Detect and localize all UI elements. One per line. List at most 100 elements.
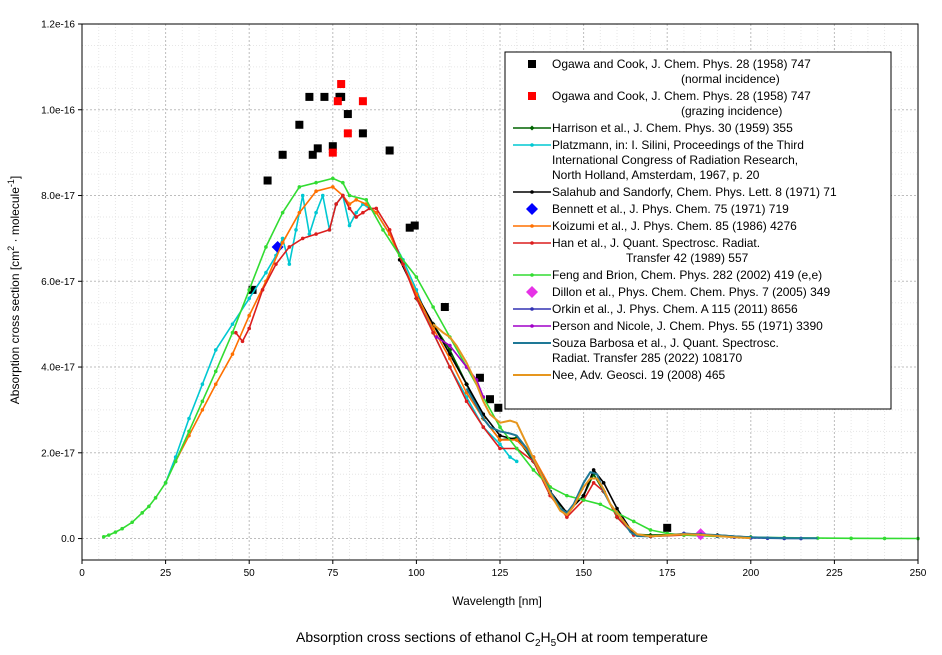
legend-entry-souza: Souza Barbosa et al., J. Quant. Spectros…: [513, 336, 779, 365]
data-point-koizumi: [200, 408, 205, 412]
legend-label-continued: (grazing incidence): [681, 104, 782, 118]
series-nee: [432, 323, 751, 540]
data-point-platzmann: [287, 262, 292, 266]
series-person: [434, 335, 486, 399]
legend-label-continued: Radiat. Transfer 285 (2022) 108170: [552, 351, 742, 365]
data-point-ogawa-normal: [248, 285, 257, 294]
data-point-han: [481, 425, 486, 429]
data-point-han: [287, 245, 292, 249]
data-point-ogawa-normal: [328, 142, 337, 151]
data-point-ogawa-grazing: [333, 97, 342, 106]
data-point-feng: [230, 330, 235, 335]
data-point-salahub: [615, 506, 619, 511]
data-point-person: [434, 335, 439, 339]
legend-label: Person and Nicole, J. Chem. Phys. 55 (19…: [552, 319, 823, 333]
data-point-feng: [130, 520, 134, 525]
legend-entry-feng: Feng and Brion, Chem. Phys. 282 (2002) 4…: [513, 268, 822, 282]
data-point-han: [354, 215, 359, 219]
data-point-han: [591, 481, 596, 485]
legend-entry-bennett: Bennett et al., J. Phys. Chem. 75 (1971)…: [526, 202, 789, 216]
data-point-feng: [397, 253, 402, 258]
data-point-han: [260, 288, 265, 292]
legend-swatch-marker: [530, 307, 534, 311]
legend: Ogawa and Cook, J. Chem. Phys. 28 (1958)…: [504, 51, 892, 410]
data-point-han: [464, 399, 469, 404]
x-tick-label: 250: [910, 568, 927, 579]
data-point-feng: [173, 459, 178, 464]
data-point-feng: [364, 198, 369, 202]
data-point-feng: [200, 399, 205, 404]
legend-swatch-marker: [528, 92, 536, 100]
data-point-han: [448, 365, 452, 369]
y-tick-label: 4.0e-17: [41, 363, 75, 374]
legend-entry-ogawa-grazing: Ogawa and Cook, J. Chem. Phys. 28 (1958)…: [528, 89, 811, 118]
data-point-ogawa-normal: [308, 150, 317, 159]
y-tick-label: 6.0e-17: [41, 277, 75, 288]
legend-label: Bennett et al., J. Phys. Chem. 75 (1971)…: [552, 202, 789, 216]
legend-swatch-marker: [526, 203, 538, 215]
y-tick-label: 0.0: [61, 534, 75, 545]
data-point-salahub: [581, 493, 586, 498]
data-point-salahub: [498, 433, 502, 438]
caption-h: H: [541, 629, 551, 645]
legend-box: [504, 51, 892, 410]
data-point-feng: [147, 504, 151, 509]
data-point-feng: [431, 305, 435, 309]
caption-post: OH at room temperature: [556, 629, 708, 645]
data-point-platzmann: [247, 296, 251, 301]
legend-label-continued: North Holland, Amsterdam, 1967, p. 20: [552, 168, 760, 182]
data-point-han: [300, 236, 305, 241]
data-point-han: [615, 515, 619, 519]
data-point-han: [314, 232, 318, 236]
data-point-han: [387, 228, 392, 232]
data-point-feng: [163, 481, 168, 485]
series-layer: [101, 80, 920, 541]
x-tick-label: 175: [659, 568, 676, 579]
data-point-koizumi: [331, 185, 335, 189]
x-tick-label: 100: [408, 568, 425, 579]
x-tick-label: 225: [826, 568, 843, 579]
legend-swatch-marker: [530, 143, 534, 147]
x-tick-label: 200: [742, 568, 759, 579]
legend-swatch-marker: [530, 190, 534, 194]
data-point-ogawa-normal: [313, 144, 322, 153]
series-line-nee: [432, 323, 751, 540]
data-point-ogawa-normal: [475, 373, 484, 382]
data-point-feng: [648, 528, 653, 532]
data-point-feng: [514, 446, 519, 451]
data-point-platzmann: [498, 442, 502, 447]
data-point-ogawa-grazing: [358, 97, 367, 106]
data-point-ogawa-normal: [295, 120, 304, 129]
data-point-feng: [280, 210, 285, 215]
data-point-platzmann: [514, 459, 519, 464]
data-point-han: [401, 262, 405, 266]
x-tick-label: 125: [492, 568, 509, 579]
data-point-platzmann: [280, 236, 285, 241]
data-point-koizumi: [374, 210, 379, 215]
data-point-feng: [849, 536, 853, 541]
y-axis-title-sup1: 2: [6, 246, 16, 251]
data-point-platzmann: [307, 232, 312, 236]
legend-label: Orkin et al., J. Phys. Chem. A 115 (2011…: [552, 302, 798, 316]
legend-label-continued: (normal incidence): [681, 72, 780, 86]
x-axis-title: Wavelength [nm]: [452, 594, 542, 608]
data-point-han: [347, 206, 352, 211]
data-point-feng: [331, 176, 335, 181]
data-point-feng: [264, 245, 268, 249]
caption-pre: Absorption cross sections of ethanol C: [296, 629, 535, 645]
data-point-han: [274, 262, 278, 266]
y-tick-label: 8.0e-17: [41, 191, 75, 202]
x-tick-label: 150: [575, 568, 592, 579]
data-point-ogawa-normal: [337, 92, 346, 101]
data-point-platzmann: [213, 348, 218, 352]
data-point-platzmann: [354, 210, 359, 215]
data-point-feng: [187, 429, 191, 434]
y-axis-title-main: Absorption cross section [cm: [8, 251, 22, 404]
legend-swatch-marker: [530, 224, 534, 228]
data-point-salahub: [601, 481, 606, 485]
data-point-feng: [120, 526, 124, 531]
data-point-platzmann: [508, 455, 512, 459]
data-point-han: [374, 206, 379, 211]
data-point-han: [327, 228, 332, 232]
legend-label: Salahub and Sandorfy, Chem. Phys. Lett. …: [552, 185, 837, 199]
